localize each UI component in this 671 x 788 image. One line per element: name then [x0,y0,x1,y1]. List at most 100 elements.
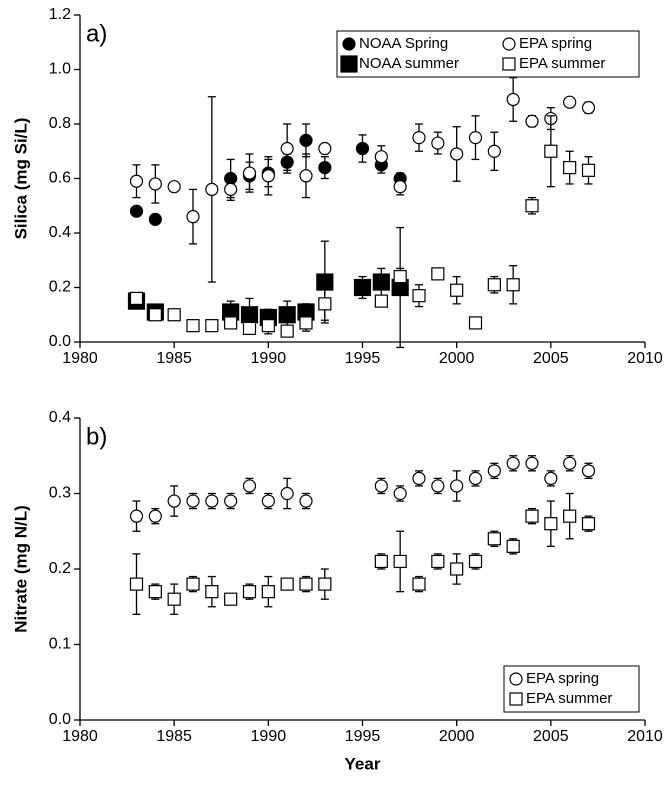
data-point [468,471,483,485]
legend-label: NOAA summer [359,55,459,72]
data-point [525,199,539,213]
data-point [261,585,275,599]
data-point [186,494,200,508]
legend-label: NOAA Spring [359,35,448,52]
data-point [372,273,390,291]
data-point [374,294,388,308]
data-point [412,577,426,591]
y-tick-label: 1.2 [49,6,71,23]
data-point [261,319,275,333]
y-tick-label: 0.2 [49,279,71,296]
data-point [412,289,426,303]
data-point [468,554,483,569]
data-point [240,306,259,324]
data-point [318,297,332,311]
data-point [581,464,596,478]
data-point [148,585,162,599]
data-point [487,532,501,546]
data-point [224,182,238,196]
data-point [278,306,296,324]
y-tick-label: 0.0 [49,333,71,350]
data-point [186,577,200,591]
data-point [393,270,407,284]
data-point [205,494,219,508]
data-point [261,169,275,183]
data-point [224,316,238,330]
legend-marker [502,57,516,71]
data-point [412,131,426,145]
data-point [167,308,181,322]
data-point [280,324,294,338]
data-point [525,509,539,523]
data-point [450,562,464,576]
data-point [129,291,144,305]
data-point [129,509,144,523]
data-point [299,169,313,183]
data-point [581,163,596,177]
legend-marker [509,672,523,686]
data-point [544,471,558,485]
data-point [393,486,407,501]
data-point [506,456,520,470]
y-tick-label: 0.3 [49,485,71,502]
data-point [280,577,294,591]
x-tick-label: 1990 [251,728,287,745]
data-point [506,278,520,292]
data-point [525,114,539,128]
data-point [224,592,238,606]
data-point [148,212,162,226]
y-tick-label: 1.0 [49,61,71,78]
x-tick-label: 2005 [533,350,569,367]
data-point [242,321,257,335]
data-point [186,319,200,333]
data-point [450,283,464,297]
data-point [581,101,596,115]
panel-label: b) [86,423,107,450]
data-point [299,494,313,508]
x-tick-label: 2010 [627,728,663,745]
data-point [205,182,219,196]
data-point [506,92,520,107]
data-point [148,308,162,322]
data-point [544,517,558,531]
data-point [261,494,275,508]
legend-marker [342,37,356,51]
y-axis-title: Nitrate (mg N/L) [11,505,30,633]
y-tick-label: 0.8 [49,115,71,132]
data-point [129,174,144,188]
x-tick-label: 1980 [62,350,98,367]
data-point [167,592,181,606]
y-tick-label: 0.6 [49,170,71,187]
data-point [280,486,294,501]
legend-box [503,665,640,713]
data-point [355,141,370,156]
data-point [525,456,539,470]
data-point [450,479,464,493]
x-tick-label: 1985 [156,350,192,367]
data-point [431,479,445,493]
data-point [412,471,426,485]
data-point [242,479,257,493]
x-tick-label: 2010 [627,350,663,367]
data-point [563,161,577,175]
x-axis-title: Year [345,754,381,773]
data-point [544,144,558,158]
data-point [468,131,483,145]
data-point [468,316,483,330]
data-point [431,554,445,569]
data-point [563,509,577,523]
data-point [487,278,501,292]
legend-box [336,30,640,78]
data-point [581,517,596,531]
data-point [129,204,144,218]
y-tick-label: 0.1 [49,636,71,653]
data-point [431,267,445,281]
x-tick-label: 1995 [345,728,381,745]
data-point [318,161,332,175]
data-point [487,144,501,158]
data-point [242,166,257,180]
data-point [353,278,372,297]
data-point [431,136,445,150]
